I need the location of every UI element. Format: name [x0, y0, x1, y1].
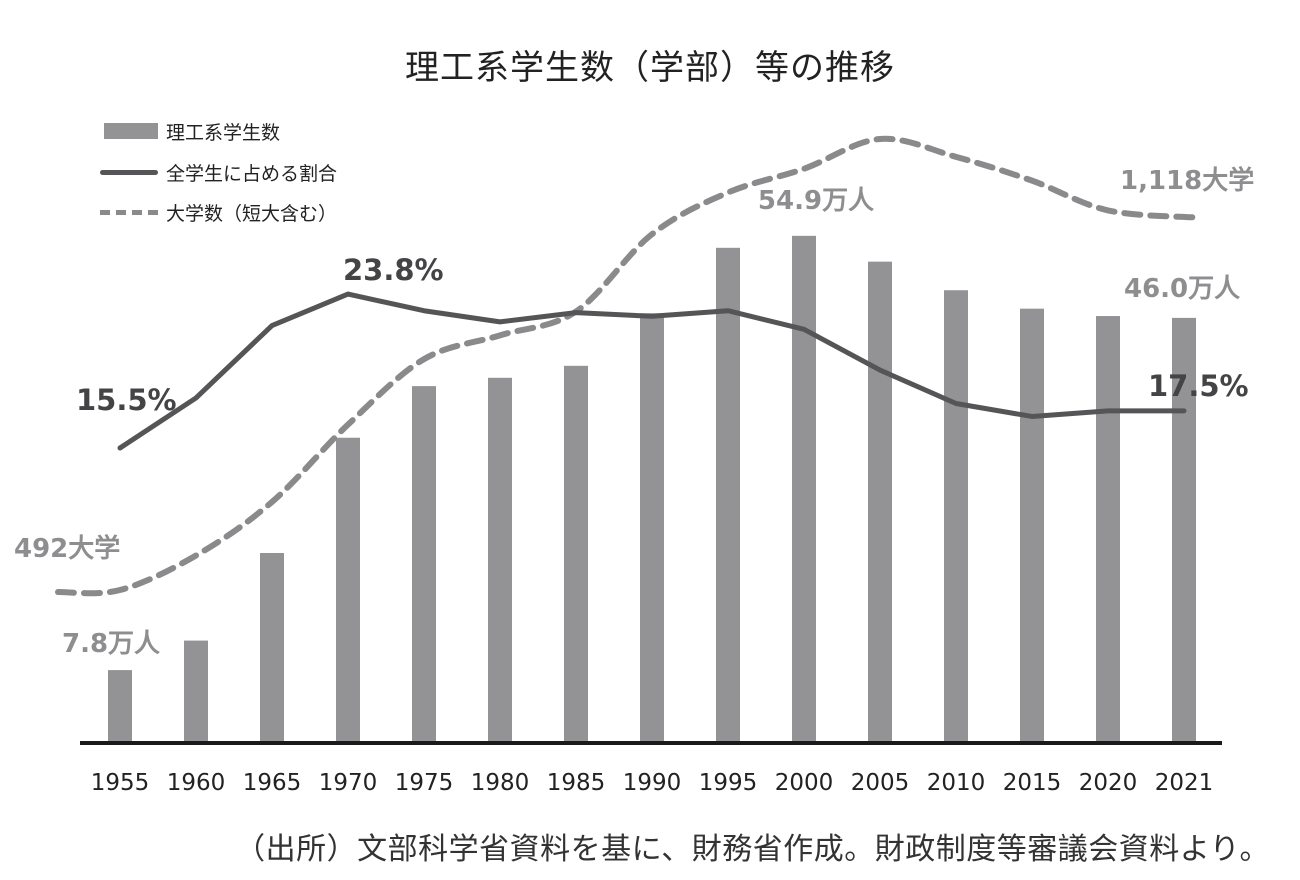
- bar-1990: [640, 313, 664, 742]
- annotation-university-last: 1,118大学: [1120, 165, 1254, 196]
- annotation-bar-last: 46.0万人: [1124, 274, 1240, 304]
- chart-title: 理工系学生数（学部）等の推移: [405, 48, 895, 88]
- legend-item-bar: 理工系学生数: [100, 116, 280, 146]
- annotation-share-peak: 23.8%: [343, 253, 444, 287]
- bar-1970: [336, 437, 360, 742]
- legend-dashed-label: 大学数（短大含む）: [166, 202, 338, 225]
- x-tick-label-1990: 1990: [623, 770, 682, 796]
- annotation-share-last: 17.5%: [1148, 369, 1249, 403]
- bar-1995: [716, 247, 740, 743]
- x-tick-label-1960: 1960: [167, 770, 226, 796]
- bar-1985: [564, 365, 588, 742]
- bar-2005: [868, 261, 892, 742]
- bar-1955: [108, 670, 132, 742]
- bar-1980: [488, 377, 512, 742]
- x-tick-label-2000: 2000: [775, 770, 834, 796]
- legend-item-dashed: 大学数（短大含む）: [100, 197, 337, 227]
- share-percentage-line: [117, 291, 1187, 451]
- x-tick-label-1980: 1980: [471, 770, 530, 796]
- bar-2010: [944, 290, 968, 742]
- bar-1975: [412, 386, 436, 742]
- x-tick-label-2021: 2021: [1155, 770, 1214, 796]
- annotation-bar-first: 7.8万人: [62, 629, 160, 659]
- bar-2015: [1020, 308, 1044, 742]
- bar-2021: [1172, 317, 1196, 742]
- bar-1960: [184, 640, 208, 742]
- x-tick-label-2005: 2005: [851, 770, 910, 796]
- x-tick-label-1995: 1995: [699, 770, 758, 796]
- x-tick-label-2020: 2020: [1079, 770, 1138, 796]
- legend-item-line: 全学生に占める割合: [100, 157, 337, 187]
- x-tick-label-2015: 2015: [1003, 770, 1062, 796]
- legend-bar-swatch: [100, 116, 158, 146]
- bar-2000: [792, 235, 816, 742]
- bar-2020: [1096, 316, 1120, 742]
- university-count-line: [55, 135, 1199, 597]
- x-tick-label-1970: 1970: [319, 770, 378, 796]
- x-tick-label-2010: 2010: [927, 770, 986, 796]
- legend-line-swatch: [100, 157, 158, 187]
- x-tick-label-1965: 1965: [243, 770, 302, 796]
- x-tick-label-1955: 1955: [91, 770, 150, 796]
- legend-dashed-swatch: [100, 197, 158, 227]
- annotation-bar-peak: 54.9万人: [758, 186, 874, 216]
- legend-line-label: 全学生に占める割合: [166, 162, 338, 185]
- annotation-university-first: 492大学: [14, 533, 120, 564]
- annotation-share-first: 15.5%: [76, 383, 177, 417]
- legend-bar-label: 理工系学生数: [166, 121, 281, 144]
- x-tick-label-1985: 1985: [547, 770, 606, 796]
- x-tick-label-1975: 1975: [395, 770, 454, 796]
- bar-1965: [260, 552, 284, 742]
- source-note: （出所）文部科学省資料を基に、財務省作成。財政制度等審議会資料より。: [235, 832, 1270, 867]
